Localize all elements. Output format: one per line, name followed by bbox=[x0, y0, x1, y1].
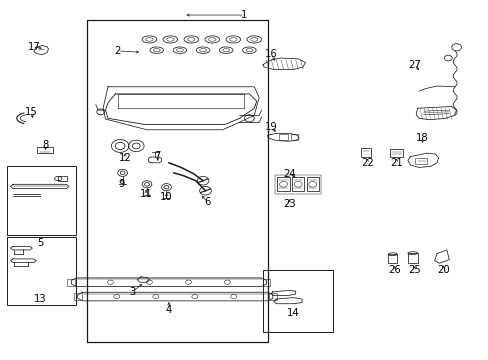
Text: 1: 1 bbox=[241, 10, 247, 20]
Text: 18: 18 bbox=[415, 133, 428, 143]
Text: 25: 25 bbox=[407, 265, 420, 275]
Text: 21: 21 bbox=[389, 158, 402, 168]
Bar bbox=[277, 177, 289, 191]
Text: 20: 20 bbox=[436, 265, 449, 275]
Bar bbox=[414, 158, 427, 163]
Bar bbox=[6, 237, 76, 305]
Text: 26: 26 bbox=[387, 265, 400, 275]
Text: 5: 5 bbox=[38, 238, 44, 248]
Text: 4: 4 bbox=[165, 305, 172, 315]
Bar bbox=[389, 149, 403, 157]
Text: 23: 23 bbox=[283, 199, 295, 210]
Text: 27: 27 bbox=[407, 59, 420, 69]
Text: 6: 6 bbox=[204, 197, 211, 207]
Bar bbox=[306, 177, 318, 191]
Text: 14: 14 bbox=[286, 309, 299, 318]
Bar bbox=[262, 279, 270, 286]
Bar bbox=[360, 148, 370, 157]
Text: 15: 15 bbox=[24, 107, 37, 117]
Text: 24: 24 bbox=[283, 168, 295, 179]
Text: 22: 22 bbox=[360, 158, 373, 168]
Bar bbox=[387, 254, 396, 263]
Text: 2: 2 bbox=[114, 46, 121, 56]
Bar bbox=[291, 177, 304, 191]
Bar bbox=[278, 134, 288, 140]
Bar bbox=[58, 176, 67, 181]
Text: 10: 10 bbox=[160, 192, 172, 202]
Bar bbox=[274, 175, 321, 194]
Bar bbox=[263, 270, 332, 332]
Bar bbox=[290, 134, 298, 140]
Text: 13: 13 bbox=[34, 294, 47, 304]
Text: 19: 19 bbox=[264, 122, 277, 132]
Text: 12: 12 bbox=[119, 153, 131, 163]
Text: 3: 3 bbox=[129, 287, 135, 297]
Bar bbox=[407, 253, 417, 263]
Text: 11: 11 bbox=[140, 189, 152, 199]
Bar bbox=[37, 147, 53, 153]
Text: 9: 9 bbox=[118, 179, 124, 189]
Bar bbox=[268, 293, 276, 300]
Text: 8: 8 bbox=[42, 140, 49, 150]
Text: 16: 16 bbox=[264, 49, 277, 59]
Bar bbox=[6, 166, 76, 234]
Text: 17: 17 bbox=[27, 42, 40, 51]
Bar bbox=[74, 293, 81, 300]
Bar bbox=[87, 21, 267, 342]
Text: 7: 7 bbox=[154, 150, 161, 161]
Bar bbox=[67, 279, 75, 286]
